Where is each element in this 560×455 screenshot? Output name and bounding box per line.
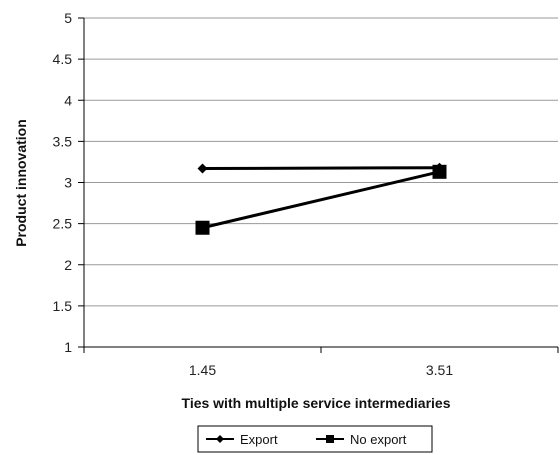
x-axis-title: Ties with multiple service intermediarie… [182,395,451,411]
legend-box [197,425,433,453]
x-tick-labels: 1.45 3.51 [189,362,453,378]
gridlines [84,17,558,348]
y-tick-label: 2.5 [53,216,73,232]
data-point-square [195,220,210,235]
y-tick-label: 3.5 [53,133,73,149]
y-tick-labels: 1 1.5 2 2.5 3 3.5 4 4.5 5 [53,10,73,355]
y-tick-label: 1 [64,339,72,355]
y-tick-label: 5 [64,10,72,26]
y-tick-label: 2 [64,257,72,273]
legend-label-no-export: No export [350,432,407,447]
legend: Export No export [197,425,433,453]
y-tick-label: 1.5 [53,298,73,314]
y-tick-label: 3 [64,175,72,191]
y-tick-label: 4.5 [53,51,73,67]
axes [78,17,559,353]
data-point-square [432,164,447,179]
x-tick-label: 3.51 [426,362,453,378]
series-line-export [202,166,440,171]
legend-marker-no-export [326,435,334,443]
data-point-diamond [197,163,208,174]
series-line-no-export [202,170,440,230]
series-lines [195,162,447,235]
y-tick-label: 4 [64,92,72,108]
y-axis-title: Product innovation [13,119,29,247]
legend-marker-export [216,435,224,443]
x-tick-label: 1.45 [189,362,216,378]
legend-label-export: Export [240,432,278,447]
